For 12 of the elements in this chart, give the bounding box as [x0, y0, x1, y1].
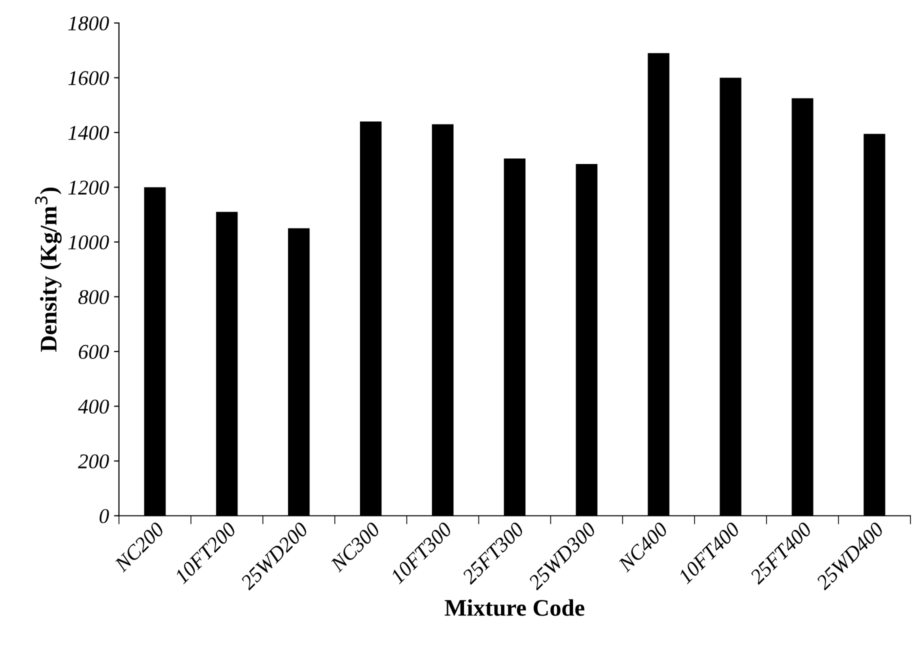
y-tick-label: 1800	[68, 16, 109, 30]
y-tick-label: 1600	[68, 71, 109, 86]
x-axis-title: Mixture Code	[444, 599, 584, 616]
y-tick-label: 1200	[68, 180, 109, 195]
y-tick-label: 800	[78, 290, 109, 304]
y-tick-label: 0	[100, 509, 109, 524]
y-tick-label: 600	[78, 344, 109, 359]
y-tick-label: 400	[78, 400, 109, 414]
y-axis-title: Density (Kg/m$^{3}$)	[35, 188, 62, 352]
y-tick-label: 1400	[68, 126, 109, 140]
y-tick-label: 200	[78, 454, 109, 468]
y-tick-label: 1000	[68, 235, 109, 250]
